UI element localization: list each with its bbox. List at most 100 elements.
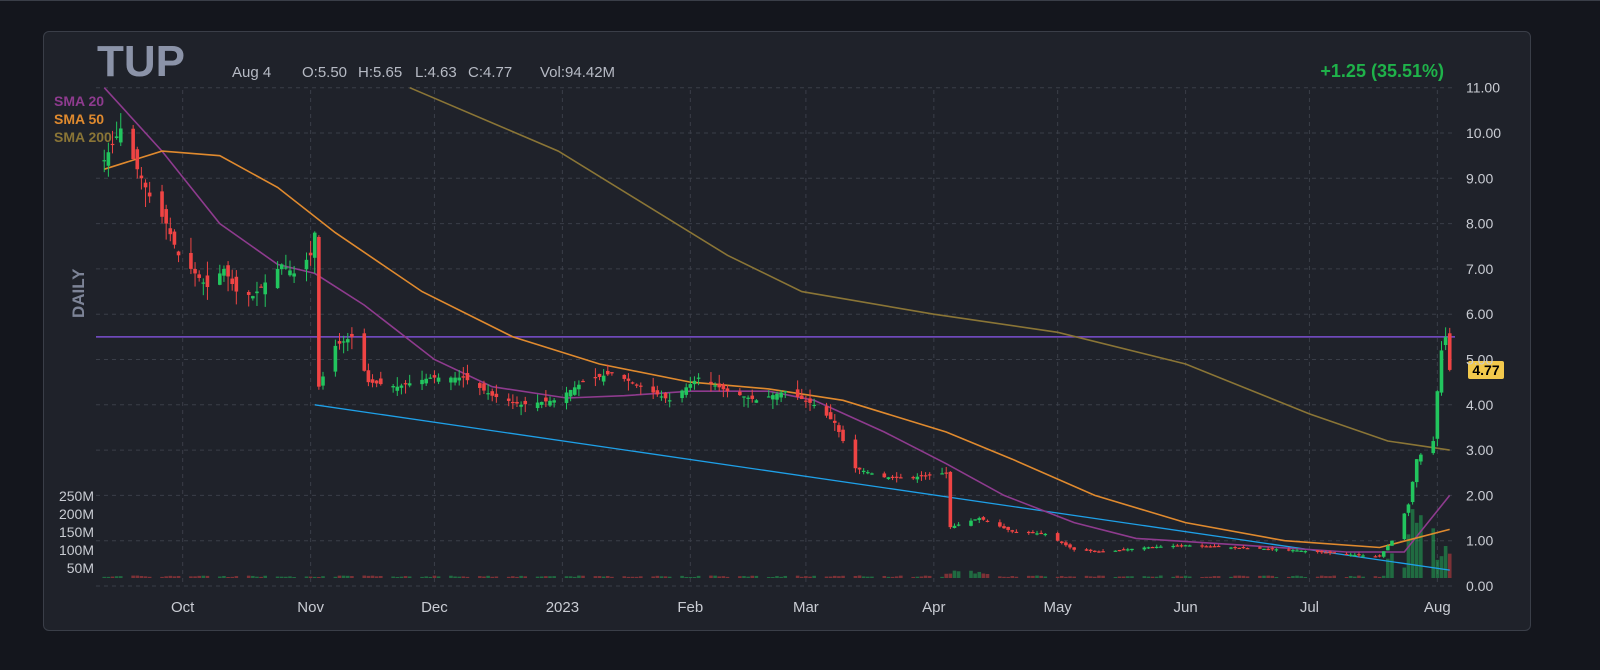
volume-bar (1084, 575, 1089, 578)
candle-body (709, 381, 713, 384)
candle-body (593, 377, 598, 379)
candle-body (482, 383, 486, 391)
candle (1291, 548, 1295, 553)
candle (725, 385, 730, 398)
volume-bar (1233, 575, 1237, 578)
candle (1130, 548, 1134, 552)
candle (985, 519, 990, 523)
candle-body (779, 392, 783, 398)
sma-20-line (103, 87, 1451, 553)
candle-body (1390, 540, 1394, 546)
volume-bar (853, 575, 858, 578)
candle (284, 254, 288, 270)
candle-body (1200, 545, 1204, 547)
candle (337, 333, 342, 350)
volume-bar (1245, 576, 1250, 578)
candle-body (911, 477, 915, 479)
candle (432, 370, 437, 384)
candle-body (742, 396, 746, 398)
volume-bar (201, 575, 206, 578)
candle-body (601, 375, 606, 382)
candle (1039, 530, 1043, 535)
x-tick-label: Nov (297, 599, 324, 616)
candle-body (1072, 547, 1076, 550)
candle (1204, 545, 1209, 548)
candle-body (420, 379, 424, 385)
candle (1406, 503, 1411, 517)
candle-body (1237, 547, 1242, 550)
volume-bar (940, 576, 944, 578)
candle (1332, 552, 1336, 554)
volume-bar (341, 575, 346, 578)
candle (857, 467, 862, 475)
candle-body (259, 286, 263, 288)
candle (275, 261, 280, 289)
volume-bar (1002, 576, 1006, 578)
candle-body (597, 373, 602, 377)
volume-bar (572, 576, 577, 578)
volume-bar (1171, 576, 1176, 578)
volume-bar (696, 575, 701, 578)
candle (1315, 550, 1320, 554)
candle (1014, 529, 1019, 534)
candle-body (861, 470, 866, 473)
volume-bar (832, 575, 837, 578)
candle-body (172, 231, 177, 245)
volume-bar (1014, 576, 1019, 578)
candle (610, 372, 614, 376)
candle (667, 393, 672, 408)
candle (1126, 547, 1130, 552)
volume-bar (378, 575, 383, 578)
candle (696, 373, 701, 386)
candle (1344, 552, 1349, 556)
candle-body (998, 522, 1002, 527)
volume-bar (1447, 553, 1452, 578)
volume-bar (882, 575, 887, 578)
volume-bar (1320, 575, 1324, 578)
candle-body (1035, 533, 1039, 535)
candle (886, 476, 891, 480)
volume-bar (808, 576, 812, 578)
candle (746, 395, 750, 408)
volume-bar (420, 576, 424, 578)
top-divider (0, 0, 1600, 1)
candle (407, 374, 412, 388)
candle (1439, 341, 1444, 396)
volume-bar (428, 576, 433, 578)
volume-bar (1328, 576, 1332, 578)
candle-body (944, 472, 949, 474)
candle (1299, 550, 1303, 552)
candle-body (337, 341, 342, 344)
volume-bar (279, 576, 284, 578)
candle (1101, 549, 1105, 553)
candle-body (350, 333, 354, 337)
candle-body (1142, 547, 1147, 550)
volume-bar (1315, 576, 1320, 578)
volume-bar (766, 576, 771, 578)
volume-bar (1324, 576, 1328, 578)
candle (1381, 551, 1386, 559)
candle (345, 332, 350, 352)
candle (956, 522, 961, 527)
volume-bar (977, 571, 982, 578)
candle (147, 181, 152, 203)
volume-bar (746, 576, 750, 578)
candle-body (1059, 541, 1064, 543)
volume-bar (172, 576, 177, 578)
candle-body (1245, 548, 1250, 550)
candle (1447, 327, 1452, 372)
candle (1093, 550, 1097, 553)
volume-bar (795, 575, 800, 578)
candle-body (1361, 555, 1365, 557)
candle (1229, 546, 1233, 550)
volume-bar (783, 575, 788, 578)
candle-body (1258, 547, 1262, 549)
candle-body (680, 390, 684, 399)
volume-bar (915, 576, 920, 578)
candle (114, 121, 119, 140)
candle-body (1373, 556, 1378, 558)
volume-bar (374, 576, 379, 578)
candle (304, 252, 309, 282)
volume-bar (1183, 575, 1188, 578)
